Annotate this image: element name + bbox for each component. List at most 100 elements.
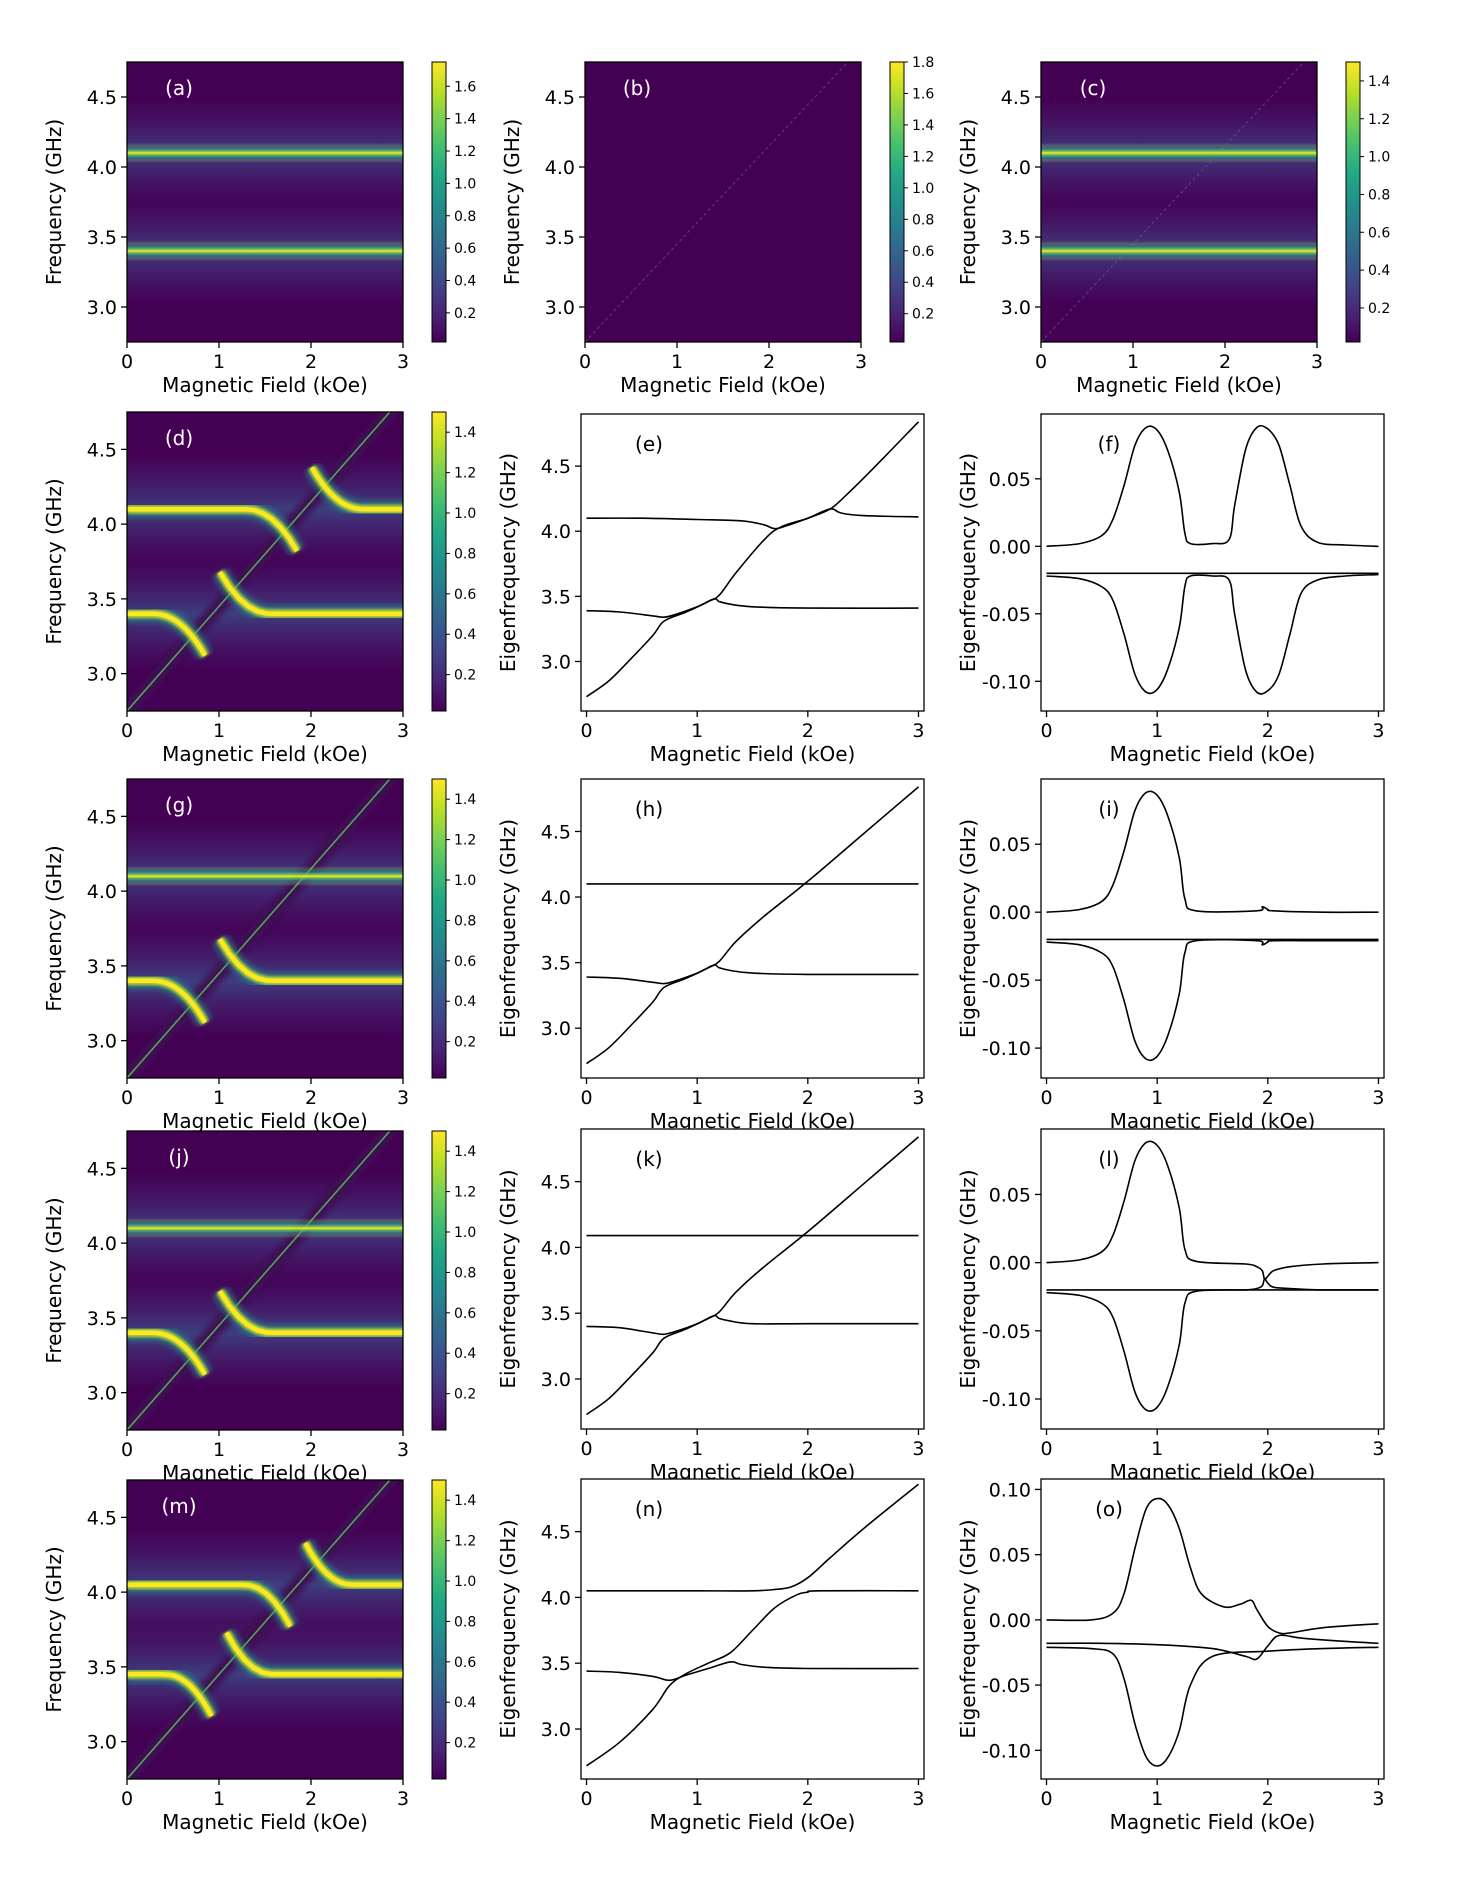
plot-lines [1046, 1140, 1379, 1413]
x-tick-label: 0 [121, 351, 133, 373]
x-tick-label: 1 [691, 1087, 703, 1109]
y-axis-label: Eigenfrequency (GHz) [956, 1169, 980, 1388]
heatmap-image [585, 62, 861, 342]
colorbar-gradient [432, 1480, 446, 1779]
series-line-1 [1046, 1497, 1379, 1635]
y-tick-label: 4.0 [87, 1582, 117, 1604]
panel-label: (a) [165, 76, 193, 100]
y-tick-label: 4.5 [545, 87, 575, 109]
colorbar-tick-label: 1.4 [912, 118, 934, 134]
y-tick-label: 0.10 [989, 1479, 1031, 1501]
x-axis-label: Magnetic Field (kOe) [650, 1810, 856, 1834]
anticrossing-core [127, 1330, 208, 1376]
x-axis-label: Magnetic Field (kOe) [650, 742, 856, 766]
y-tick-label: 3.0 [87, 1732, 117, 1754]
y-tick-label: 0.05 [989, 1184, 1031, 1206]
y-tick-label: 4.0 [87, 514, 117, 536]
y-axis-label: Frequency (GHz) [42, 478, 66, 644]
anticrossing-core [127, 1582, 293, 1628]
plot-frame [126, 778, 404, 1079]
colorbar-tick-label: 0.8 [454, 546, 476, 562]
colorbar-tick-label: 0.4 [1368, 263, 1390, 279]
heatmap-image [127, 1480, 403, 1779]
y-tick-label: 3.0 [541, 1719, 571, 1741]
colorbar-tick-label: 0.2 [454, 668, 476, 684]
plot-frame [126, 411, 404, 712]
y-tick-label: -0.10 [982, 671, 1031, 693]
x-tick-label: 3 [855, 351, 867, 373]
colorbar-tick-label: 0.6 [454, 954, 476, 970]
x-tick-label: 2 [763, 351, 775, 373]
colorbar-tick-label: 1.0 [454, 176, 476, 192]
plot-background [1041, 414, 1384, 711]
colorbar-gradient [432, 412, 446, 711]
colorbar-tick-label: 1.2 [454, 1534, 476, 1550]
colorbar-tick-label: 0.4 [454, 627, 476, 643]
y-tick-label: -0.05 [982, 1675, 1031, 1697]
x-tick-label: 2 [1219, 351, 1231, 373]
heatmap-background [585, 62, 861, 342]
plot-frame [580, 1128, 925, 1430]
colorbar-tick-label: 1.4 [454, 1493, 476, 1509]
colorbar-tick-label: 0.8 [454, 1265, 476, 1281]
colorbar-tick-label: 0.2 [1368, 301, 1390, 317]
y-tick-label: 3.0 [87, 1383, 117, 1405]
plot-background [1041, 1129, 1384, 1429]
colorbar-tick-label: 0.8 [912, 212, 934, 228]
colorbar-tick-label: 1.2 [1368, 112, 1390, 128]
x-tick-label: 2 [305, 1087, 317, 1109]
x-tick-label: 2 [1262, 1438, 1274, 1460]
y-axis-label: Eigenfrequency (GHz) [956, 1519, 980, 1738]
x-tick-label: 2 [305, 1788, 317, 1810]
panel-label: (b) [623, 76, 651, 100]
y-tick-label: -0.10 [982, 1038, 1031, 1060]
y-tick-label: 3.5 [87, 956, 117, 978]
x-tick-label: 1 [213, 1087, 225, 1109]
anticrossing-core [309, 466, 403, 512]
x-tick-label: 1 [1151, 1087, 1163, 1109]
plot-frame [126, 1130, 404, 1431]
x-tick-label: 2 [802, 1788, 814, 1810]
x-tick-label: 3 [912, 1788, 924, 1810]
colorbar-tick-label: 1.6 [912, 86, 934, 102]
x-axis-label: Magnetic Field (kOe) [1110, 1810, 1316, 1834]
y-tick-label: 4.5 [87, 87, 117, 109]
panel-o: (o) 0 1 2 3 0.10 0.05 0.00 -0.05 -0.10 Magnetic Fi… [956, 1478, 1385, 1834]
x-tick-label: 3 [1372, 1788, 1384, 1810]
plot-lines [1046, 790, 1379, 1062]
colorbar-frame [431, 778, 447, 1079]
y-tick-label: -0.10 [982, 1389, 1031, 1411]
x-axis-label: Magnetic Field (kOe) [1110, 742, 1316, 766]
series-line-1 [586, 1660, 919, 1682]
panel-g: (g) 0 1 2 3 3.0 3.5 4.0 4.5 Magnetic Field (kOe) F… [42, 778, 476, 1133]
colorbar-tick-label: 0.8 [454, 1614, 476, 1630]
y-tick-label: 4.5 [87, 1158, 117, 1180]
anticrossing-core [127, 611, 208, 657]
y-axis-label: Eigenfrequency (GHz) [496, 453, 520, 672]
y-tick-label: 4.5 [87, 806, 117, 828]
y-tick-label: 4.5 [541, 456, 571, 478]
y-axis-label: Frequency (GHz) [42, 119, 66, 285]
x-tick-label: 2 [802, 1438, 814, 1460]
y-tick-label: 4.0 [541, 1237, 571, 1259]
plot-lines [586, 1136, 920, 1416]
colorbar: 0.2 0.4 0.6 0.8 1.0 1.2 1.4 [431, 1130, 476, 1431]
colorbar-tick-label: 0.8 [1368, 187, 1390, 203]
colorbar-frame [1345, 61, 1361, 343]
heatmap-image [127, 412, 403, 711]
y-axis-label: Frequency (GHz) [956, 119, 980, 285]
colorbar-tick-label: 1.4 [454, 1144, 476, 1160]
panel-label: (n) [635, 1497, 663, 1521]
x-tick-label: 3 [397, 351, 409, 373]
colorbar-tick-label: 0.4 [454, 1346, 476, 1362]
x-tick-label: 0 [1040, 1087, 1052, 1109]
y-tick-label: 4.0 [541, 1587, 571, 1609]
colorbar-tick-label: 1.8 [912, 55, 934, 71]
x-tick-label: 2 [1262, 1087, 1274, 1109]
x-axis-label: Magnetic Field (kOe) [620, 373, 826, 397]
y-tick-label: 4.0 [1001, 157, 1031, 179]
x-tick-label: 1 [1151, 1438, 1163, 1460]
